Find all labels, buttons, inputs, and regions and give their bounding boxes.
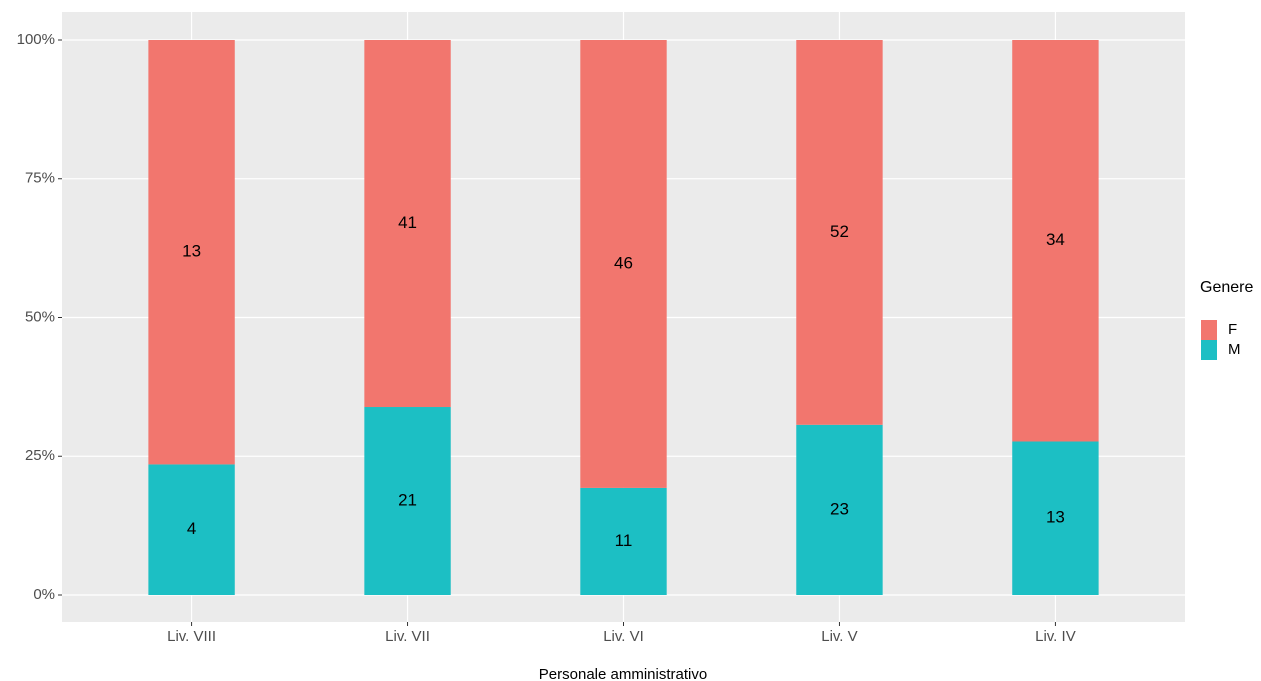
data-label: 52 — [830, 222, 849, 241]
x-tick-label: Liv. VII — [385, 628, 430, 645]
legend-label: M — [1228, 341, 1241, 358]
data-label: 46 — [614, 253, 633, 272]
data-label: 11 — [615, 531, 633, 550]
data-label: 13 — [1046, 508, 1065, 527]
x-tick-label: Liv. IV — [1035, 628, 1076, 645]
bar-segment — [796, 40, 883, 425]
data-label: 21 — [398, 490, 417, 509]
y-tick-label: 100% — [17, 31, 55, 48]
y-tick-label: 25% — [25, 447, 55, 464]
bar-segment — [1012, 441, 1099, 595]
legend-label: F — [1228, 321, 1237, 338]
bar-segment — [148, 40, 235, 465]
bar-segment — [364, 407, 451, 595]
y-tick-label: 0% — [33, 586, 55, 603]
legend-title: Genere — [1200, 279, 1253, 296]
x-axis-title: Personale amministrativo — [539, 666, 707, 681]
legend-key — [1201, 340, 1217, 360]
data-label: 41 — [398, 213, 417, 232]
data-label: 23 — [830, 499, 849, 518]
data-label: 4 — [187, 519, 196, 538]
bar-segment — [796, 424, 883, 595]
bar-segment — [1012, 40, 1099, 442]
data-label: 13 — [182, 242, 201, 261]
bar-segment — [580, 487, 667, 595]
bar-segment — [364, 40, 451, 408]
bar-segment — [580, 40, 667, 488]
y-tick-label: 75% — [25, 170, 55, 187]
x-tick-label: Liv. VIII — [167, 628, 216, 645]
legend-key — [1201, 320, 1217, 340]
x-tick-label: Liv. V — [821, 628, 857, 645]
x-tick-label: Liv. VI — [603, 628, 644, 645]
bar-segment — [148, 464, 235, 595]
y-tick-label: 50% — [25, 308, 55, 325]
data-label: 34 — [1046, 230, 1065, 249]
